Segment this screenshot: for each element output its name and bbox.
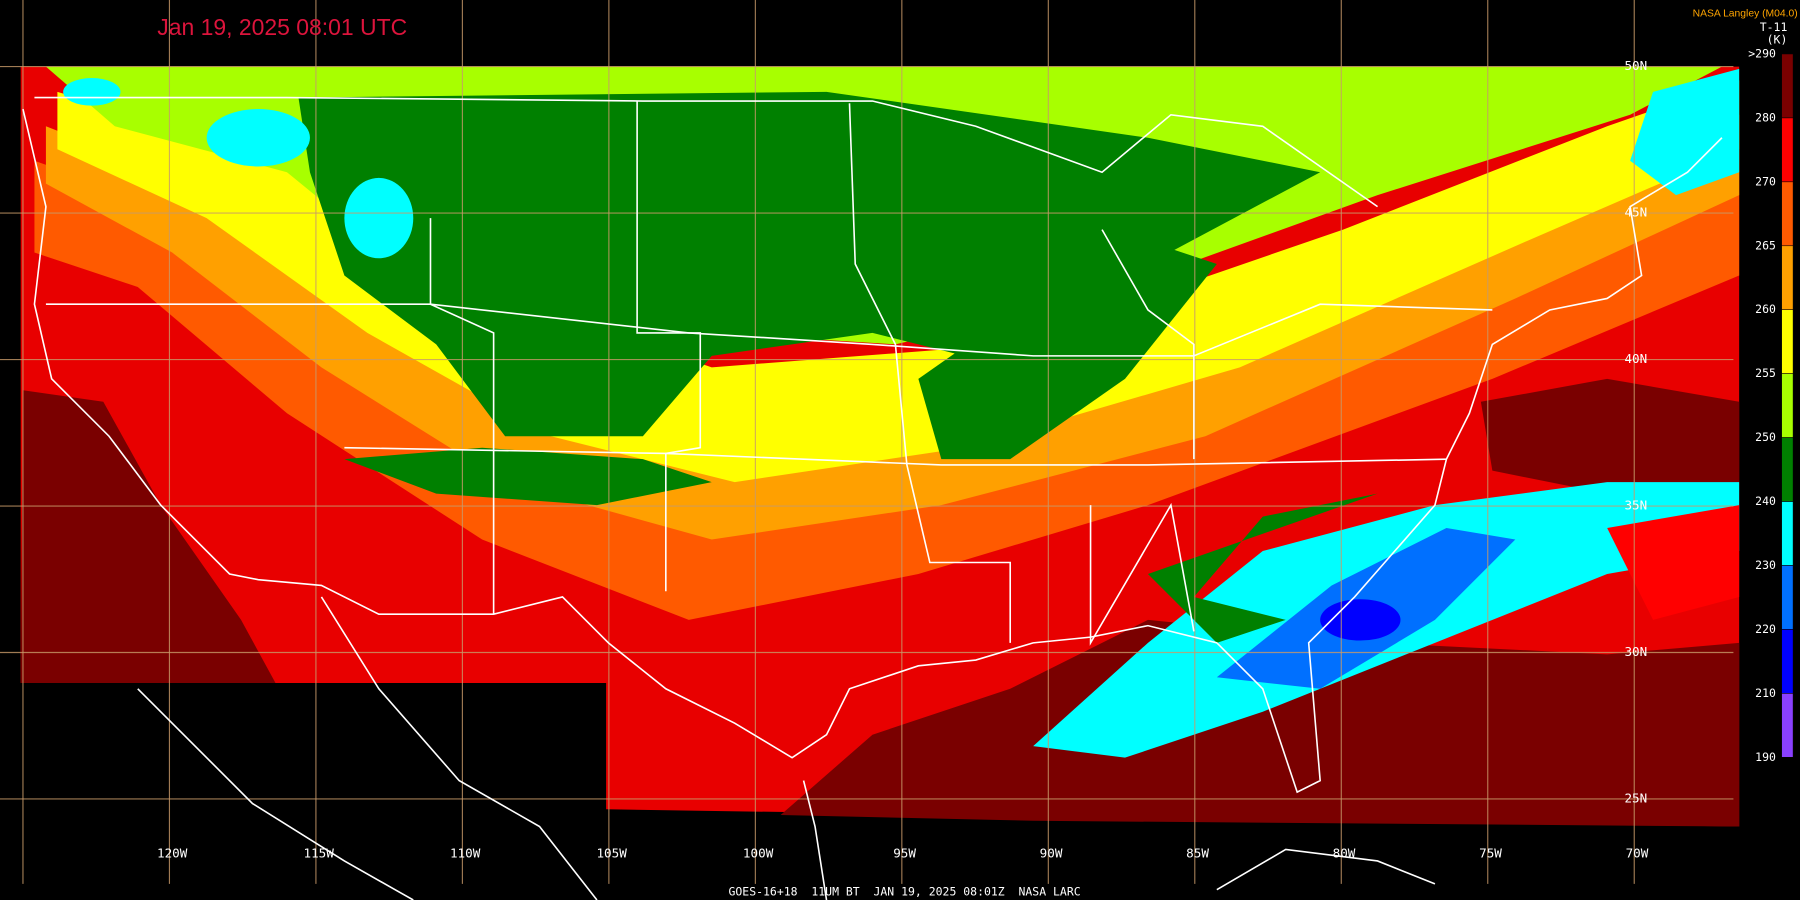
legend-label: 210 xyxy=(1755,686,1776,700)
border-line xyxy=(1101,229,1195,460)
longitude-label: 70W xyxy=(1626,846,1649,861)
latitude-label: 50N xyxy=(1624,58,1647,73)
longitude-label: 120W xyxy=(157,846,188,861)
latitude-label: 40N xyxy=(1624,351,1647,366)
longitude-label: 90W xyxy=(1040,846,1063,861)
mild-region xyxy=(45,114,1740,540)
latitude-label: 25N xyxy=(1624,790,1647,805)
coastline xyxy=(22,108,1723,794)
coldest-region xyxy=(1320,599,1401,641)
legend-label: 230 xyxy=(1755,558,1776,572)
graticule xyxy=(0,0,1734,884)
legend-swatch xyxy=(1781,565,1794,630)
cold-region xyxy=(1147,493,1378,643)
cold-region xyxy=(918,241,1217,460)
legend-swatch xyxy=(1781,181,1794,247)
warm-region xyxy=(20,390,276,684)
legend-label: 190 xyxy=(1755,750,1776,764)
color-legend: >290 280 270 265 260 255 250 240 230 220 210 190 xyxy=(1748,46,1794,764)
legend-swatch xyxy=(1781,53,1794,119)
coastline xyxy=(1216,848,1436,891)
legend-label: 270 xyxy=(1755,174,1776,188)
mild-region xyxy=(34,149,1740,620)
coastline xyxy=(802,780,828,900)
legend-unit: (K) xyxy=(1767,33,1788,47)
longitude-label: 80W xyxy=(1333,846,1356,861)
longitude-label: 85W xyxy=(1186,846,1209,861)
warm-region xyxy=(1607,505,1740,620)
latitude-label: 45N xyxy=(1624,205,1647,220)
warm-region xyxy=(780,619,1740,827)
border-line xyxy=(45,303,1493,357)
longitude-label: 115W xyxy=(303,846,334,861)
legend-swatch xyxy=(1781,437,1794,502)
border-line xyxy=(34,96,1379,208)
legend-title: T-11 xyxy=(1760,20,1788,34)
warm-region xyxy=(1480,378,1740,494)
very-cold-region xyxy=(344,177,414,259)
longitude-label: 105W xyxy=(596,846,627,861)
border-line xyxy=(429,218,495,615)
imagery xyxy=(20,66,1740,827)
footer: GOES-16+18 11UM BT JAN 19, 2025 08:01Z N… xyxy=(729,884,1081,898)
legend-label: 280 xyxy=(1755,110,1776,124)
longitude-label: 95W xyxy=(893,846,916,861)
legend-label: 260 xyxy=(1755,302,1776,316)
longitude-label: 110W xyxy=(450,846,481,861)
border-line xyxy=(636,101,702,592)
legend-swatch xyxy=(1781,309,1794,374)
latitude-label: 35N xyxy=(1624,498,1647,513)
map-title: Jan 19, 2025 08:01 UTC xyxy=(157,14,407,40)
legend-label: 255 xyxy=(1755,366,1776,380)
longitude-label: 75W xyxy=(1479,846,1502,861)
border-line xyxy=(848,103,1012,643)
cold-region xyxy=(344,447,712,506)
longitude-label: 100W xyxy=(743,846,774,861)
legend-label: 265 xyxy=(1755,238,1776,252)
legend-label: 220 xyxy=(1755,622,1776,636)
very-cold-region xyxy=(63,78,121,106)
legend-swatch xyxy=(1781,373,1794,438)
cold-region xyxy=(298,91,1321,437)
legend-swatch xyxy=(1781,117,1794,183)
border-line xyxy=(344,446,1447,466)
legend-swatch xyxy=(1781,245,1794,311)
coastline xyxy=(137,688,414,900)
border-line xyxy=(1089,502,1195,646)
borders xyxy=(22,96,1723,900)
coastline xyxy=(320,596,598,900)
legend-swatch xyxy=(1781,693,1794,758)
legend-label: 250 xyxy=(1755,430,1776,444)
legend-swatch xyxy=(1781,629,1794,694)
credit: NASA Langley (M04.0) xyxy=(1693,9,1798,20)
latitude-label: 30N xyxy=(1624,644,1647,659)
legend-label: 240 xyxy=(1755,494,1776,508)
legend-label: >290 xyxy=(1748,46,1776,60)
very-cold-region xyxy=(1630,68,1740,196)
legend-swatch xyxy=(1781,501,1794,566)
very-cold-region xyxy=(206,109,310,167)
